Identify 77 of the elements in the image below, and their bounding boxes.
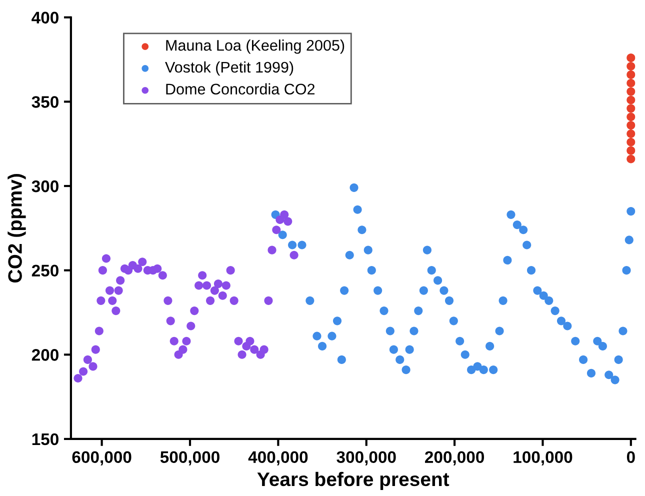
point <box>194 281 204 290</box>
point <box>190 306 199 316</box>
y-tick-label: 200 <box>32 349 58 361</box>
point <box>105 286 114 295</box>
point <box>164 296 172 305</box>
point <box>94 326 104 336</box>
point <box>284 217 292 226</box>
point <box>264 296 273 305</box>
point <box>626 154 636 164</box>
point <box>158 271 167 280</box>
point <box>102 254 111 263</box>
point <box>280 210 289 219</box>
point <box>626 129 636 138</box>
point <box>626 146 636 155</box>
point <box>290 250 298 260</box>
x-axis-title: Years before present <box>257 472 450 490</box>
point <box>214 280 222 288</box>
y-tick-label: 400 <box>32 12 58 24</box>
x-tick-label: 400,000 <box>248 451 308 466</box>
point <box>218 291 227 300</box>
x-tick-label: 200,000 <box>425 451 484 466</box>
point <box>182 336 191 346</box>
point <box>79 367 88 376</box>
point <box>116 276 125 285</box>
point <box>260 345 268 354</box>
point <box>626 138 636 146</box>
point <box>138 258 147 266</box>
point <box>230 296 238 305</box>
x-tick-label: 300,000 <box>336 451 396 466</box>
legend-label: Mauna Loa (Keeling 2005) <box>166 40 344 54</box>
x-tick-label: 600,000 <box>72 451 132 466</box>
point <box>134 264 142 273</box>
point <box>108 296 117 305</box>
point <box>268 246 276 254</box>
y-tick-label: 250 <box>32 264 58 277</box>
point <box>238 350 246 359</box>
point <box>170 336 178 346</box>
point <box>626 78 636 88</box>
point <box>626 112 636 122</box>
point <box>210 286 219 295</box>
point <box>272 226 281 234</box>
point <box>626 121 636 130</box>
point <box>626 87 636 96</box>
x-tick-label: 500,000 <box>160 451 220 466</box>
point <box>153 264 162 273</box>
point <box>198 271 207 280</box>
point <box>626 96 636 104</box>
point <box>234 336 243 346</box>
point <box>178 345 188 354</box>
point <box>222 281 230 290</box>
legend-label: Dome Concordia CO2 <box>166 83 315 95</box>
y-tick-label: 350 <box>32 96 58 108</box>
point <box>626 104 636 113</box>
point <box>626 54 636 62</box>
x-tick-label: 100,000 <box>514 451 572 466</box>
point <box>166 316 175 326</box>
point <box>206 296 215 305</box>
y-axis-title: CO2 (ppmv) <box>8 174 26 282</box>
point <box>96 296 106 305</box>
x-tick-label: 0 <box>626 451 635 464</box>
point <box>98 266 107 275</box>
point <box>626 62 636 71</box>
point <box>112 306 120 316</box>
point <box>74 374 82 383</box>
point <box>246 336 254 346</box>
point <box>88 362 98 371</box>
point <box>226 266 235 275</box>
point <box>91 345 100 354</box>
point <box>186 322 196 330</box>
point <box>83 355 92 364</box>
y-tick-label: 150 <box>32 433 58 446</box>
point <box>626 70 636 79</box>
y-tick-label: 300 <box>32 180 58 192</box>
point <box>250 345 259 354</box>
point <box>114 286 123 295</box>
point <box>202 281 212 290</box>
legend-label: Vostok (Petit 1999) <box>165 61 294 76</box>
